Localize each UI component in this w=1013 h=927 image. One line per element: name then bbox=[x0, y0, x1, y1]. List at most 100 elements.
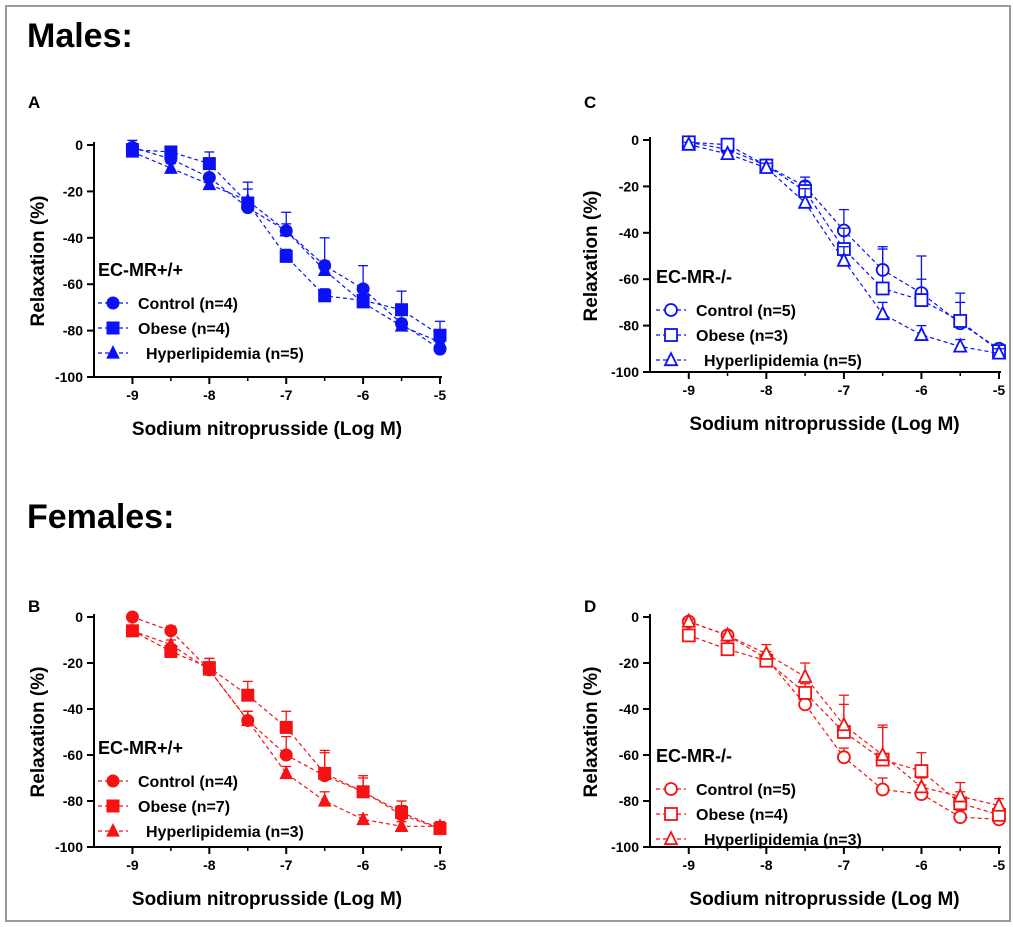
data-point bbox=[875, 305, 891, 321]
data-point bbox=[758, 644, 774, 660]
legend-entry: Control (n=4) bbox=[138, 774, 238, 791]
series-line bbox=[132, 146, 441, 350]
data-point bbox=[317, 792, 332, 807]
x-tick-label: -7 bbox=[838, 382, 851, 398]
legend-title: EC-MR+/+ bbox=[98, 260, 183, 280]
y-axis-label: Relaxation (%) bbox=[28, 196, 49, 327]
data-point bbox=[836, 251, 852, 267]
data-point bbox=[681, 628, 696, 643]
data-point bbox=[681, 135, 697, 151]
y-tick-label: -60 bbox=[63, 276, 83, 292]
series-triangle bbox=[681, 612, 1007, 812]
series-line bbox=[688, 144, 1000, 355]
data-point bbox=[875, 746, 891, 762]
data-point bbox=[317, 262, 332, 276]
data-point bbox=[720, 642, 735, 657]
legend-marker bbox=[663, 351, 679, 367]
data-point bbox=[720, 144, 736, 160]
y-tick-label: 0 bbox=[631, 132, 639, 148]
y-tick-label: -20 bbox=[63, 183, 83, 199]
y-axis-label: Relaxation (%) bbox=[581, 667, 602, 798]
data-point bbox=[875, 782, 890, 797]
data-point bbox=[318, 766, 332, 780]
x-tick-label: -8 bbox=[760, 857, 773, 873]
data-point bbox=[356, 785, 370, 799]
data-point bbox=[279, 720, 293, 734]
y-tick-label: -80 bbox=[619, 793, 639, 809]
y-tick-label: -40 bbox=[619, 225, 639, 241]
y-tick-label: -100 bbox=[611, 364, 639, 380]
data-point bbox=[836, 716, 852, 732]
legend-title: EC-MR-/- bbox=[656, 267, 732, 287]
data-point bbox=[395, 806, 409, 819]
legend-entry: Control (n=5) bbox=[696, 303, 796, 320]
y-tick-label: -60 bbox=[619, 271, 639, 287]
data-point bbox=[953, 810, 968, 824]
x-axis-label: Sodium nitroprusside (Log M) bbox=[689, 414, 959, 435]
legend-marker bbox=[664, 782, 678, 796]
data-point bbox=[798, 697, 813, 712]
x-axis-label: Sodium nitroprusside (Log M) bbox=[132, 889, 402, 910]
data-point bbox=[952, 337, 968, 353]
data-point bbox=[125, 143, 140, 158]
x-tick-label: -9 bbox=[126, 857, 139, 873]
y-tick-label: -80 bbox=[63, 793, 83, 809]
data-point bbox=[240, 192, 255, 207]
data-point bbox=[758, 158, 774, 174]
data-point bbox=[953, 314, 968, 328]
data-point bbox=[164, 636, 178, 651]
legend-marker bbox=[664, 303, 678, 317]
y-tick-label: -100 bbox=[611, 839, 639, 855]
data-point bbox=[125, 622, 140, 637]
data-point bbox=[202, 661, 217, 676]
data-point bbox=[279, 222, 294, 237]
data-point bbox=[356, 294, 370, 309]
panel-label: A bbox=[28, 93, 40, 112]
data-point bbox=[798, 686, 813, 700]
data-point bbox=[164, 624, 178, 638]
x-tick-label: -5 bbox=[993, 857, 1006, 873]
panel-label: D bbox=[584, 597, 596, 616]
legend-marker bbox=[106, 774, 120, 788]
section-title-males: Males: bbox=[27, 17, 133, 55]
data-point bbox=[164, 160, 178, 174]
data-point bbox=[279, 748, 293, 762]
legend-entry: Obese (n=7) bbox=[138, 799, 230, 816]
data-point bbox=[433, 818, 447, 832]
legend-marker bbox=[106, 799, 120, 813]
y-tick-label: -80 bbox=[63, 323, 83, 339]
data-point bbox=[356, 811, 370, 826]
x-tick-label: -5 bbox=[434, 857, 447, 873]
y-tick-label: -20 bbox=[619, 178, 639, 194]
x-tick-label: -8 bbox=[760, 382, 773, 398]
data-point bbox=[318, 289, 332, 303]
series-triangle bbox=[681, 135, 1007, 360]
legend-entry: Hyperlipidemia (n=5) bbox=[146, 346, 304, 363]
x-tick-label: -9 bbox=[683, 857, 696, 873]
x-tick-label: -6 bbox=[357, 857, 370, 873]
legend-title: EC-MR+/+ bbox=[98, 738, 183, 758]
y-tick-label: 0 bbox=[75, 609, 83, 625]
y-tick-label: -40 bbox=[63, 701, 83, 717]
chart-panel-B: B 0 -20 -40 -60 -80 -100 -9 -8 -7 -6 -5 Sodium nitro… bbox=[28, 597, 447, 910]
y-tick-label: -100 bbox=[55, 369, 83, 385]
legend-marker bbox=[664, 328, 678, 342]
data-point bbox=[240, 712, 255, 727]
data-point bbox=[394, 317, 409, 332]
data-point bbox=[797, 193, 813, 209]
legend-marker bbox=[106, 822, 120, 837]
x-tick-label: -9 bbox=[683, 382, 696, 398]
data-point bbox=[241, 688, 255, 702]
legend-entry: Hyperlipidemia (n=5) bbox=[704, 353, 862, 370]
legend-entry: Hyperlipidemia (n=3) bbox=[704, 832, 862, 849]
y-tick-label: -80 bbox=[619, 318, 639, 334]
data-point bbox=[914, 293, 929, 307]
legend-marker bbox=[106, 296, 120, 310]
y-tick-label: -100 bbox=[55, 839, 83, 855]
x-tick-label: -5 bbox=[993, 382, 1006, 398]
data-point bbox=[279, 249, 293, 263]
legend-entry: Hyperlipidemia (n=3) bbox=[146, 824, 304, 841]
x-tick-label: -6 bbox=[915, 857, 928, 873]
legend-entry: Obese (n=4) bbox=[696, 807, 788, 824]
